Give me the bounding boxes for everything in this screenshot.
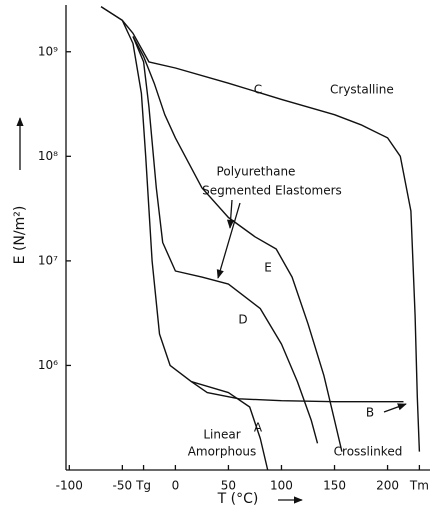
annotation: Crosslinked xyxy=(334,445,403,459)
x-tick-label: 200 xyxy=(376,479,399,493)
x-tick-label: -50 xyxy=(113,479,133,493)
curve xyxy=(132,36,319,444)
y-axis-label: E (N/m²) xyxy=(12,206,28,265)
x-tick-label: 0 xyxy=(172,479,180,493)
y-tick-label: 10⁶ xyxy=(38,358,58,372)
curve xyxy=(132,36,343,452)
annotation: Amorphous xyxy=(188,445,257,459)
curve xyxy=(100,6,269,471)
curve-label: B xyxy=(366,406,374,420)
x-tick-label: 150 xyxy=(323,479,346,493)
annotation-arrow xyxy=(383,403,407,413)
curve-label: D xyxy=(238,313,247,327)
annotation: Linear xyxy=(203,428,240,442)
x-tick-label: Tm xyxy=(409,479,429,493)
curve-label: E xyxy=(264,261,272,275)
y-tick-label: 10⁷ xyxy=(38,253,58,267)
curve xyxy=(190,381,404,403)
annotation: Polyurethane xyxy=(217,165,296,179)
x-tick-label: -100 xyxy=(56,479,83,493)
annotation-arrow xyxy=(226,199,235,229)
x-tick-label: 50 xyxy=(221,479,236,493)
x-tick-label: 100 xyxy=(270,479,293,493)
annotation-arrow xyxy=(216,202,241,279)
y-tick-label: 10⁸ xyxy=(38,149,58,163)
curve-label: C xyxy=(254,83,262,97)
x-axis-label: T (°C) xyxy=(217,491,259,507)
curve-label: A xyxy=(254,421,263,435)
annotation: Crystalline xyxy=(330,83,394,97)
y-tick-label: 10⁹ xyxy=(38,44,58,58)
curve xyxy=(100,6,421,452)
x-tick-label: Tg xyxy=(135,479,151,493)
annotation: Segmented Elastomers xyxy=(202,184,342,198)
